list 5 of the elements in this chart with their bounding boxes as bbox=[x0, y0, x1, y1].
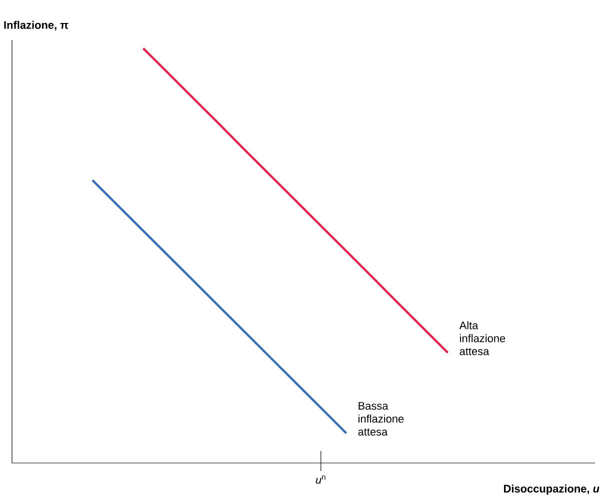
text: u$^{n}$ bbox=[316, 476, 326, 484]
series-label: Alta inflazione attesa bbox=[459, 321, 506, 356]
x-axis-title: Disoccupazione, u bbox=[504, 484, 600, 495]
y-axis-title: Inflazione, π bbox=[4, 20, 68, 30]
series-label: Bassa inflazione attesa bbox=[358, 402, 404, 436]
